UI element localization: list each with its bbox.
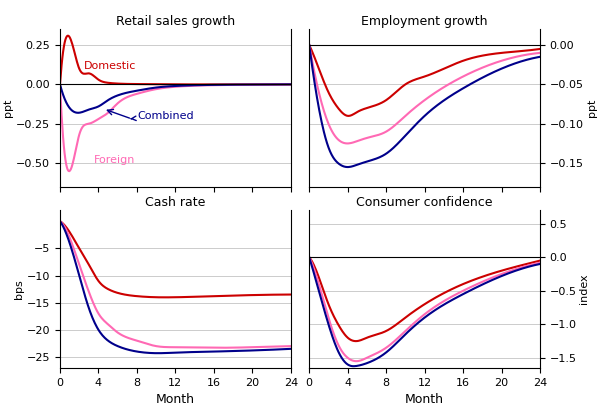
- Y-axis label: ppt: ppt: [587, 99, 596, 117]
- Y-axis label: ppt: ppt: [4, 99, 13, 117]
- Title: Cash rate: Cash rate: [145, 196, 206, 209]
- Y-axis label: bps: bps: [14, 279, 24, 299]
- Text: Foreign: Foreign: [94, 155, 135, 165]
- Title: Retail sales growth: Retail sales growth: [116, 15, 235, 28]
- Y-axis label: index: index: [580, 274, 589, 304]
- Text: Domestic: Domestic: [84, 61, 136, 71]
- Title: Employment growth: Employment growth: [361, 15, 488, 28]
- X-axis label: Month: Month: [156, 393, 195, 406]
- X-axis label: Month: Month: [405, 393, 444, 406]
- Title: Consumer confidence: Consumer confidence: [356, 196, 493, 209]
- Text: Combined: Combined: [131, 111, 194, 121]
